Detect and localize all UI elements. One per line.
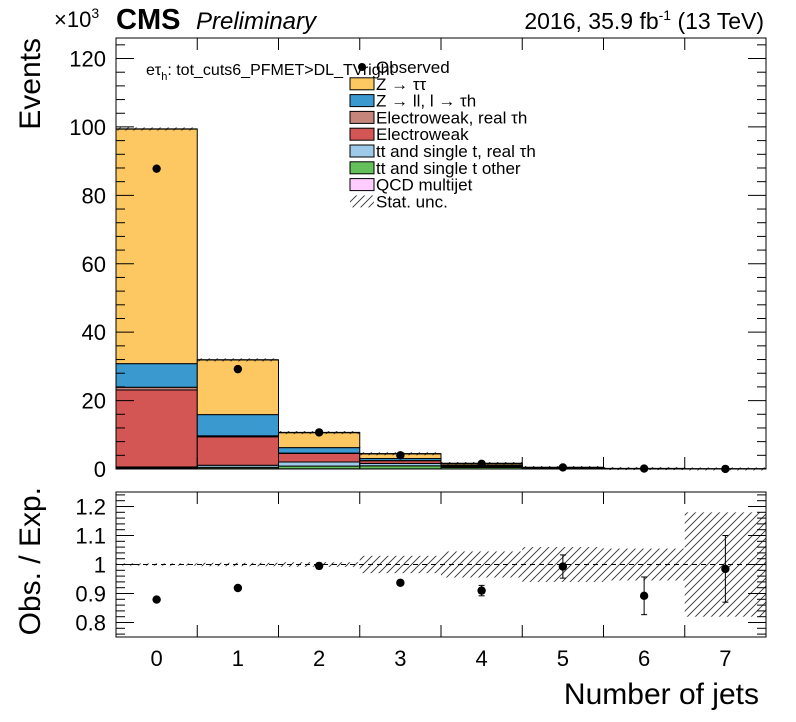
bar-tt-and-single-t-real-h-bin-2: [278, 461, 361, 467]
ratio-point-1: [233, 583, 243, 593]
ratio-point-0: [152, 595, 161, 604]
observed-point-3: [396, 451, 405, 460]
bar-z-ll-l-h-bin-0: [115, 363, 198, 388]
y-axis-title-main: Events: [14, 38, 47, 130]
legend-label-1: Z → ττ: [376, 75, 427, 94]
x-tick-label-7: 7: [719, 646, 731, 671]
bar-electroweak-bin-1: [196, 436, 279, 466]
legend-label-3: Electroweak, real τh: [376, 108, 527, 127]
exponent-multiplier: ×103: [54, 5, 99, 32]
main-ytick-label-40: 40: [82, 320, 106, 345]
ratio-point-4: [477, 586, 486, 595]
legend-marker: [349, 110, 375, 124]
legend-label-0: Observed: [376, 58, 450, 77]
main-ytick-label-60: 60: [82, 252, 106, 277]
observed-point-5: [558, 463, 568, 472]
legend-marker: [349, 127, 375, 141]
legend-marker: [349, 178, 375, 192]
status-label: Preliminary: [196, 8, 318, 35]
main-axes: 0 20 40 60 80 100 120: [69, 37, 767, 482]
main-ytick-label-0: 0: [94, 457, 106, 482]
observed-point-4: [477, 459, 486, 469]
ratio-ytick-label-2: 1: [94, 553, 106, 578]
legend-marker: [349, 77, 375, 91]
legend-label-4: Electroweak: [376, 125, 469, 144]
ratio-unc-band: [116, 512, 766, 617]
experiment-label: CMS: [116, 4, 180, 36]
legend-marker: [349, 94, 375, 108]
bar-electroweak-bin-2: [278, 452, 361, 463]
ratio-unc-bin-3: [359, 555, 441, 574]
ratio-ytick-label-0: 0.8: [75, 611, 106, 636]
channel-label: eτh: tot_cuts6_PFMET>DL_TVright: [146, 62, 395, 83]
x-axis-title: Number of jets: [564, 678, 759, 711]
main-ytick-label-80: 80: [82, 183, 106, 208]
legend-label-5: tt and single t, real τh: [376, 142, 536, 161]
bar-z-ll-l-h-bin-1: [196, 414, 279, 437]
x-tick-label-1: 1: [232, 646, 244, 671]
legend-label-7: QCD multijet: [376, 176, 473, 195]
main-ytick-label-100: 100: [69, 115, 106, 140]
legend-label-6: tt and single t other: [376, 159, 521, 178]
x-tick-label-2: 2: [313, 646, 325, 671]
bar-z--bin-0: [115, 128, 198, 365]
y-axis-title-ratio: Obs. / Exp.: [14, 487, 47, 635]
main-ytick-label-20: 20: [82, 389, 106, 414]
ratio-points: [152, 535, 730, 616]
ratio-point-5: [558, 562, 568, 571]
legend-marker: [349, 161, 375, 175]
x-tick-label-6: 6: [638, 646, 650, 671]
ratio-ytick-label-4: 1.2: [75, 495, 106, 520]
x-tick-label-0: 0: [151, 646, 163, 671]
ratio-point-3: [396, 578, 405, 587]
ratio-unc-bin-6: [603, 548, 685, 581]
legend-label-2: Z → ll, l → τh: [376, 92, 476, 111]
x-tick-label-5: 5: [557, 646, 569, 671]
main-ytick-label-120: 120: [69, 47, 106, 72]
bar-z-ll-l-h-bin-2: [278, 447, 361, 454]
ratio-unc-bin-4: [441, 551, 523, 578]
bar-electroweak-bin-0: [115, 389, 198, 468]
legend-marker: [349, 144, 375, 158]
ratio-point-7: [721, 564, 730, 574]
ratio-point-2: [314, 561, 324, 571]
legend-label-8: Stat. unc.: [376, 192, 448, 211]
observed-point-1: [233, 364, 243, 374]
ratio-ytick-label-1: 0.9: [75, 582, 106, 607]
x-tick-label-3: 3: [394, 646, 406, 671]
x-tick-label-4: 4: [476, 646, 488, 671]
legend-marker-observed: [358, 63, 366, 71]
legend-marker-stat-unc: [350, 195, 374, 208]
ratio-ytick-label-3: 1.1: [75, 524, 106, 549]
ratio-point-6: [639, 591, 649, 601]
lumi-label: 2016, 35.9 fb-1 (13 TeV): [524, 7, 764, 34]
observed-point-2: [314, 428, 324, 437]
ratio-axes: 0.8 0.9 1 1.1 1.2 0 1 2 3 4 5 6 7: [75, 491, 767, 671]
observed-point-0: [152, 164, 161, 173]
